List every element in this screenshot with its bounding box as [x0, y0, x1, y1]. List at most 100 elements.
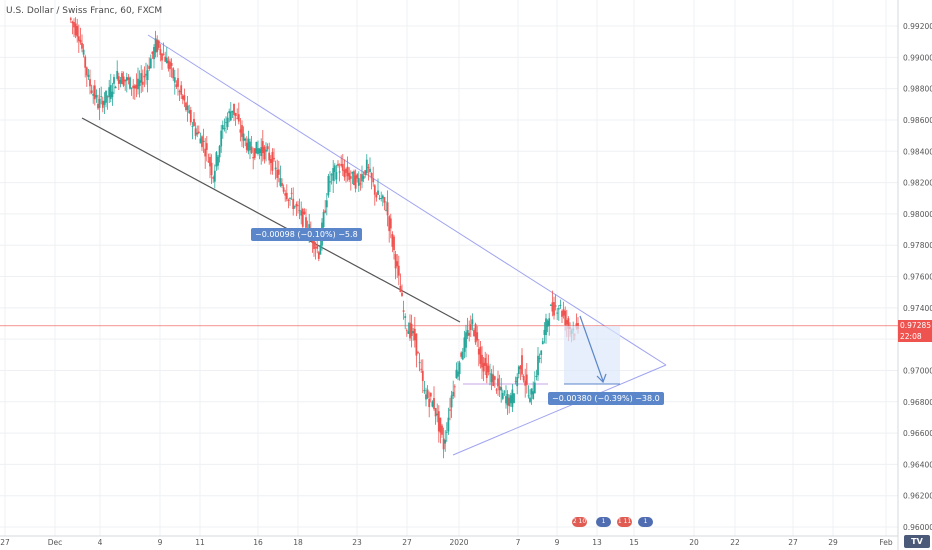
x-tick-label: 29 — [828, 538, 838, 547]
candle-body — [482, 362, 485, 372]
candle-body — [506, 393, 509, 406]
x-tick-label: 15 — [629, 538, 639, 547]
candle-body — [317, 252, 320, 259]
candle-body — [93, 85, 96, 100]
candle-body — [386, 202, 389, 216]
candle-body — [541, 341, 544, 345]
candle-body — [522, 376, 525, 381]
trendline-upper — [147, 34, 667, 366]
candle-body — [369, 168, 371, 172]
candle-body — [452, 391, 455, 397]
candle-body — [431, 401, 434, 407]
y-tick-label: 0.96600 — [903, 429, 932, 438]
event-badge[interactable]: 1 — [638, 517, 653, 527]
candle-body — [564, 310, 567, 326]
candle-body — [365, 159, 368, 174]
y-tick-label: 0.96800 — [903, 398, 932, 407]
candle-body — [489, 373, 491, 375]
last-price-tag: 0.97285 — [898, 320, 932, 331]
candle-body — [436, 413, 439, 416]
candle-body — [487, 365, 490, 373]
candle-body — [274, 167, 277, 170]
candle-body — [255, 141, 258, 154]
x-tick-label: 20 — [689, 538, 699, 547]
candle-body — [447, 417, 450, 432]
candle-body — [429, 393, 432, 397]
candle-body — [124, 79, 127, 82]
candle-body — [183, 95, 186, 101]
candle-body — [277, 169, 280, 175]
event-badge[interactable]: 2 10 — [572, 517, 587, 527]
candle-body — [249, 141, 251, 151]
event-badge[interactable]: 1 — [596, 517, 611, 527]
measure-label-1[interactable]: −0.00098 (−0.10%) −5.8 — [251, 228, 362, 241]
candle-body — [130, 87, 133, 89]
candle-body — [172, 68, 175, 79]
candle-body — [485, 363, 488, 379]
candle-body — [409, 322, 411, 339]
candle-body — [292, 198, 295, 209]
candle-body — [463, 337, 466, 352]
candle-body — [341, 163, 344, 171]
candle-body — [189, 109, 192, 123]
y-tick-label: 0.98400 — [903, 147, 932, 156]
candle-body — [508, 397, 511, 407]
candle-body — [119, 79, 122, 84]
measure-label-2[interactable]: −0.00380 (−0.39%) −38.0 — [548, 392, 664, 405]
candle-body — [497, 378, 499, 387]
candle-body — [221, 125, 224, 130]
candle-body — [111, 91, 114, 98]
candle-body — [81, 42, 83, 49]
event-badge[interactable]: 1 11 — [617, 517, 632, 527]
candle-body — [143, 75, 146, 78]
candle-body — [157, 40, 160, 48]
candle-body — [389, 218, 392, 229]
candle-body — [244, 138, 247, 141]
candle-body — [191, 126, 194, 127]
candle-body — [546, 320, 549, 327]
candle-body — [145, 73, 147, 76]
projection-arrow — [579, 315, 604, 382]
candle-body — [199, 138, 202, 144]
candle-body — [493, 376, 496, 380]
candle-body — [140, 73, 143, 83]
y-tick-label: 0.96200 — [903, 492, 932, 501]
y-tick-label: 0.98000 — [903, 210, 932, 219]
candle-body — [391, 234, 394, 247]
candle-body — [228, 111, 231, 114]
candle-body — [82, 49, 85, 55]
candle-body — [258, 149, 261, 154]
candle-body — [239, 129, 242, 133]
candle-body — [370, 173, 373, 179]
candle-body — [562, 309, 565, 316]
candle-body — [212, 177, 215, 179]
x-tick-label: 13 — [592, 538, 602, 547]
candle-body — [301, 208, 304, 227]
candle-body — [281, 183, 283, 187]
trendline-lower — [81, 117, 461, 323]
y-tick-label: 0.96400 — [903, 460, 932, 469]
candle-body — [338, 171, 341, 173]
candle-body — [103, 100, 106, 105]
candle-body — [514, 381, 517, 382]
candle-body — [298, 209, 301, 211]
candle-body — [567, 318, 570, 329]
candle-body — [481, 354, 483, 368]
candle-body — [105, 90, 107, 103]
candle-body — [250, 146, 253, 153]
symbol-title[interactable]: U.S. Dollar / Swiss Franc, 60, FXCM — [6, 6, 163, 16]
candle-body — [354, 175, 357, 189]
candle-body — [266, 146, 269, 150]
candle-body — [169, 61, 171, 70]
candle-body — [165, 57, 168, 64]
y-tick-label: 0.98200 — [903, 179, 932, 188]
candle-body — [305, 217, 307, 228]
candle-body — [513, 393, 515, 403]
y-tick-label: 0.97000 — [903, 366, 932, 375]
candle-body — [437, 411, 440, 432]
candle-body — [207, 161, 210, 163]
candle-body — [322, 211, 325, 228]
candle-body — [428, 398, 431, 408]
candle-body — [77, 36, 80, 41]
